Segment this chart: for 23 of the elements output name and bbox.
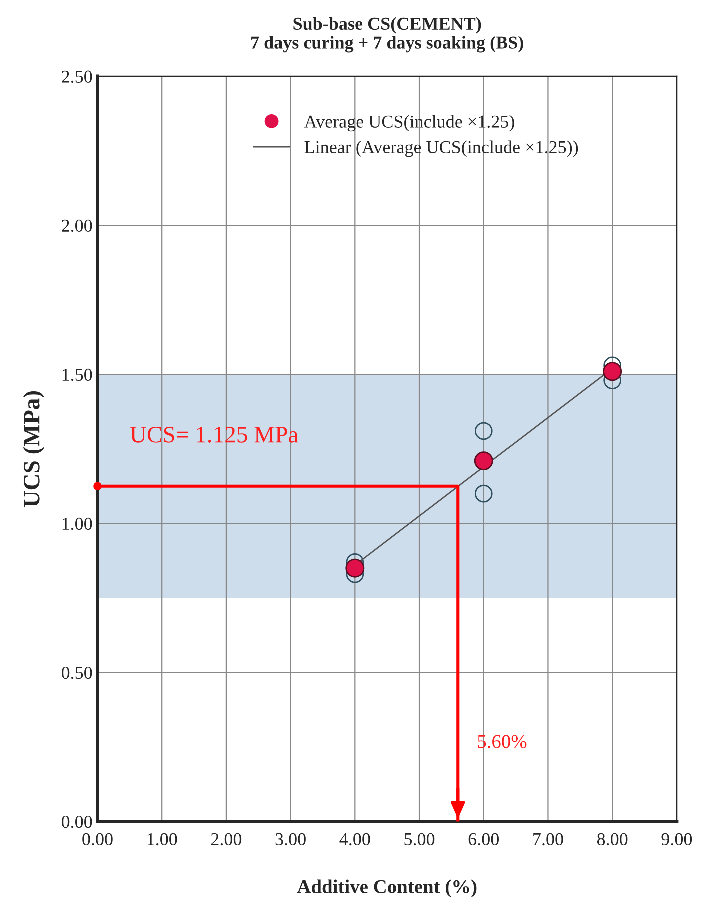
x-tick-label: 1.00 bbox=[148, 833, 178, 846]
legend-label: Linear (Average UCS(include ×1.25)) bbox=[304, 140, 578, 158]
x-tick-label: 6.00 bbox=[468, 833, 499, 846]
annotation: 5.60% bbox=[478, 735, 527, 748]
x-tick-label: 0.00 bbox=[82, 833, 113, 846]
y-tick-label: 0.00 bbox=[62, 816, 92, 828]
x-tick-label: 8.00 bbox=[597, 833, 628, 846]
x-tick-label: 2.00 bbox=[211, 833, 242, 846]
y-tick-label: 1.00 bbox=[62, 518, 92, 530]
x-tick-label: 4.00 bbox=[340, 833, 370, 846]
x-tick-label: 5.00 bbox=[404, 833, 435, 846]
y-tick-label: 2.00 bbox=[62, 220, 92, 232]
legend-label: Average UCS(include ×1.25) bbox=[304, 115, 514, 132]
y-tick-label: 2.50 bbox=[62, 70, 92, 84]
y-tick-label: 1.50 bbox=[62, 368, 92, 382]
x-tick-label: 3.00 bbox=[276, 833, 306, 846]
y-axis-title: UCS (MPa) bbox=[23, 391, 45, 508]
chart-title: Sub-base CS(CEMENT) 7 days curing + 7 days soaking (BS) bbox=[252, 17, 524, 53]
x-axis-title: Additive Content (%) bbox=[297, 880, 477, 898]
x-tick-label: 9.00 bbox=[662, 833, 692, 846]
y-tick-label: 0.50 bbox=[62, 666, 92, 680]
x-tick-label: 7.00 bbox=[534, 833, 564, 846]
annotation: UCS= 1.125 MPa bbox=[130, 426, 298, 443]
